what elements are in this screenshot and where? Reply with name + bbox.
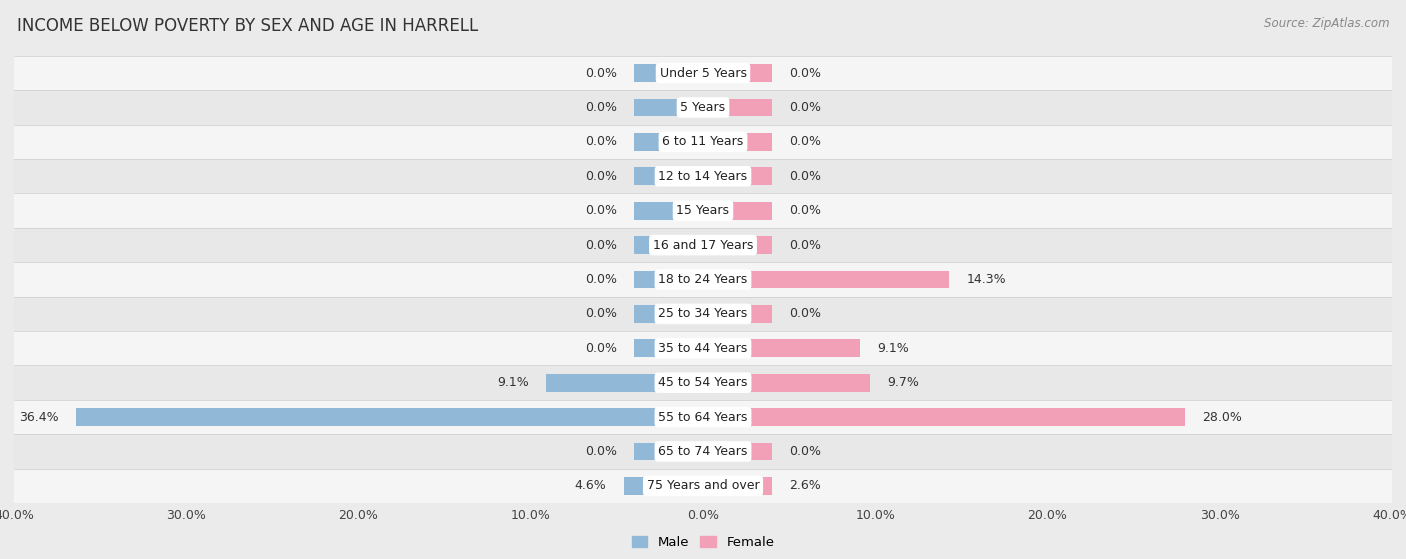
Bar <box>14 228 1392 262</box>
Bar <box>634 271 703 288</box>
Bar <box>703 374 870 392</box>
Text: 0.0%: 0.0% <box>789 101 821 114</box>
Bar <box>703 202 772 220</box>
Bar <box>14 56 1392 91</box>
Text: 0.0%: 0.0% <box>585 445 617 458</box>
Text: 0.0%: 0.0% <box>789 239 821 252</box>
Bar <box>634 133 703 151</box>
Text: 35 to 44 Years: 35 to 44 Years <box>658 342 748 355</box>
Text: 0.0%: 0.0% <box>585 101 617 114</box>
Bar <box>14 366 1392 400</box>
Text: 16 and 17 Years: 16 and 17 Years <box>652 239 754 252</box>
Text: 0.0%: 0.0% <box>585 239 617 252</box>
Text: 14.3%: 14.3% <box>966 273 1007 286</box>
Text: 0.0%: 0.0% <box>789 204 821 217</box>
Text: 0.0%: 0.0% <box>585 67 617 79</box>
Bar <box>14 468 1392 503</box>
Bar <box>14 262 1392 297</box>
Bar <box>14 193 1392 228</box>
Bar <box>14 331 1392 366</box>
Bar <box>703 271 949 288</box>
Text: 15 Years: 15 Years <box>676 204 730 217</box>
Bar <box>76 408 703 426</box>
Bar <box>703 167 772 185</box>
Bar <box>703 477 772 495</box>
Bar <box>634 443 703 461</box>
Text: 55 to 64 Years: 55 to 64 Years <box>658 411 748 424</box>
Bar <box>703 133 772 151</box>
Bar <box>624 477 703 495</box>
Bar <box>14 91 1392 125</box>
Text: 75 Years and over: 75 Years and over <box>647 480 759 492</box>
Text: 0.0%: 0.0% <box>789 170 821 183</box>
Bar <box>14 434 1392 468</box>
Bar <box>14 159 1392 193</box>
Text: 0.0%: 0.0% <box>585 273 617 286</box>
Text: 0.0%: 0.0% <box>789 67 821 79</box>
Bar <box>703 339 859 357</box>
Text: 12 to 14 Years: 12 to 14 Years <box>658 170 748 183</box>
Text: 65 to 74 Years: 65 to 74 Years <box>658 445 748 458</box>
Text: 0.0%: 0.0% <box>585 135 617 148</box>
Text: 9.1%: 9.1% <box>877 342 908 355</box>
Bar <box>634 236 703 254</box>
Text: 45 to 54 Years: 45 to 54 Years <box>658 376 748 389</box>
Bar <box>634 305 703 323</box>
Text: 0.0%: 0.0% <box>585 307 617 320</box>
Bar <box>703 443 772 461</box>
Text: 0.0%: 0.0% <box>585 170 617 183</box>
Bar <box>703 408 1185 426</box>
Text: 28.0%: 28.0% <box>1202 411 1243 424</box>
Text: 0.0%: 0.0% <box>789 307 821 320</box>
Bar <box>547 374 703 392</box>
Text: 9.7%: 9.7% <box>887 376 920 389</box>
Text: 0.0%: 0.0% <box>585 342 617 355</box>
Text: Source: ZipAtlas.com: Source: ZipAtlas.com <box>1264 17 1389 30</box>
Text: 0.0%: 0.0% <box>585 204 617 217</box>
Bar <box>634 167 703 185</box>
Text: 6 to 11 Years: 6 to 11 Years <box>662 135 744 148</box>
Bar <box>703 98 772 116</box>
Bar <box>634 98 703 116</box>
Text: 25 to 34 Years: 25 to 34 Years <box>658 307 748 320</box>
Bar <box>634 202 703 220</box>
Bar <box>703 305 772 323</box>
Text: 9.1%: 9.1% <box>498 376 529 389</box>
Bar <box>634 339 703 357</box>
Bar <box>14 400 1392 434</box>
Bar <box>14 125 1392 159</box>
Bar <box>14 297 1392 331</box>
Text: 4.6%: 4.6% <box>575 480 606 492</box>
Text: INCOME BELOW POVERTY BY SEX AND AGE IN HARRELL: INCOME BELOW POVERTY BY SEX AND AGE IN H… <box>17 17 478 35</box>
Text: 36.4%: 36.4% <box>20 411 59 424</box>
Text: 0.0%: 0.0% <box>789 445 821 458</box>
Text: Under 5 Years: Under 5 Years <box>659 67 747 79</box>
Bar <box>703 64 772 82</box>
Text: 18 to 24 Years: 18 to 24 Years <box>658 273 748 286</box>
Text: 5 Years: 5 Years <box>681 101 725 114</box>
Text: 2.6%: 2.6% <box>789 480 821 492</box>
Text: 0.0%: 0.0% <box>789 135 821 148</box>
Legend: Male, Female: Male, Female <box>626 531 780 555</box>
Bar <box>703 236 772 254</box>
Bar <box>634 64 703 82</box>
